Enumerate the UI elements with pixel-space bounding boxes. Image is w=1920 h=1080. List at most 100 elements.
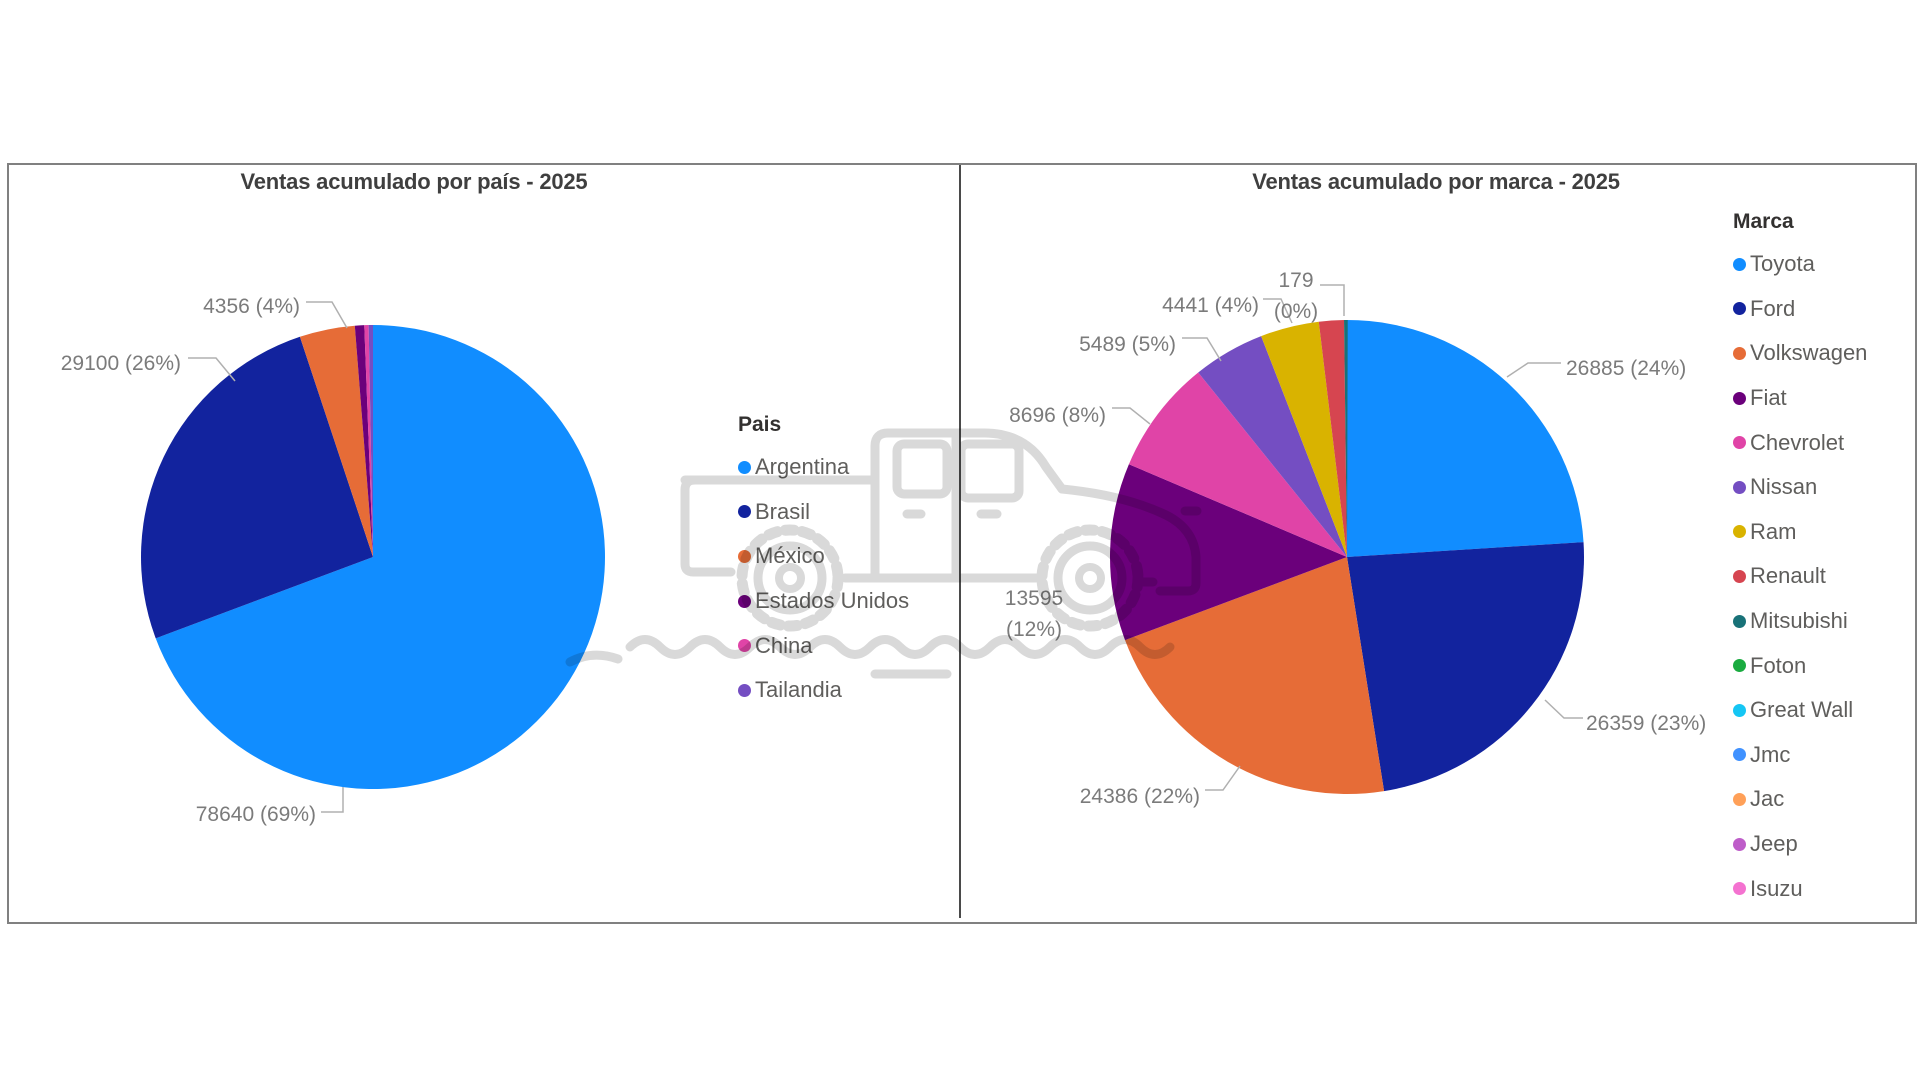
legend-swatch-icon — [1733, 837, 1746, 851]
legend-item-china[interactable]: China — [738, 623, 909, 668]
chart-title-pais: Ventas acumulado por país - 2025 — [240, 169, 588, 194]
legend-item-jac[interactable]: Jac — [1733, 777, 1867, 822]
legend-item-mitsubishi[interactable]: Mitsubishi — [1733, 599, 1867, 644]
legend-label: Volkswagen — [1750, 340, 1868, 366]
legend-item-jeep[interactable]: Jeep — [1733, 822, 1867, 867]
legend-item-chevrolet[interactable]: Chevrolet — [1733, 420, 1867, 465]
legend-item-tailandia[interactable]: Tailandia — [738, 668, 909, 713]
pie-slice-volkswagen[interactable] — [1125, 557, 1385, 794]
legend-label: Fiat — [1750, 385, 1787, 411]
legend-label: Great Wall — [1750, 697, 1854, 723]
legend-label: Ram — [1750, 518, 1797, 544]
data-label-chevrolet: 8696 (8%) — [1009, 404, 1106, 427]
legend-label: Brasil — [755, 498, 811, 524]
legend-swatch-icon — [1733, 525, 1746, 539]
legend-swatch-icon — [738, 683, 751, 697]
legend-label: Argentina — [755, 454, 850, 480]
data-label-nissan: 5489 (5%) — [1079, 333, 1176, 356]
data-label-fiat-value: 13595 — [1004, 587, 1064, 610]
legend-items-marca: Toyota Ford Volkswagen Fiat Chevrolet Nissan R… — [1733, 242, 1867, 911]
legend-swatch-icon — [1733, 882, 1746, 896]
legend-label: México — [755, 543, 825, 569]
data-label-mexico: 4356 (4%) — [203, 295, 300, 318]
pie-slice-mitsubishi[interactable] — [1344, 319, 1348, 557]
legend-item-argentina[interactable]: Argentina — [738, 445, 909, 490]
legend-item-volkswagen[interactable]: Volkswagen — [1733, 331, 1867, 376]
legend-item-great-wall[interactable]: Great Wall — [1733, 688, 1867, 733]
legend-label: Toyota — [1750, 251, 1815, 277]
pie-slice-ram[interactable] — [1261, 321, 1347, 557]
data-label-fiat: 13595 (12%) — [974, 583, 1094, 645]
legend-item-jmc[interactable]: Jmc — [1733, 733, 1867, 778]
legend-swatch-icon — [1733, 346, 1746, 360]
legend-item-toyota[interactable]: Toyota — [1733, 242, 1867, 287]
pie-slice-toyota[interactable] — [1347, 320, 1584, 557]
pie-slice-estados-unidos[interactable] — [354, 325, 373, 557]
legend-swatch-icon — [1733, 703, 1746, 717]
legend-swatch-icon — [1733, 792, 1746, 806]
chart-panel-pais: Ventas acumulado por país - 2025 4356 (4… — [9, 165, 959, 918]
legend-swatch-icon — [1733, 391, 1746, 405]
data-label-mitsubishi-value: 179 — [1278, 269, 1314, 292]
pie-slice-renault[interactable] — [1318, 320, 1347, 557]
legend-label: Estados Unidos — [755, 588, 910, 614]
legend-swatch-icon — [738, 594, 751, 608]
legend-label: Jeep — [1750, 831, 1798, 857]
legend-swatch-icon — [738, 549, 751, 563]
legend-swatch-icon — [1733, 569, 1746, 583]
legend-label: Tailandia — [755, 677, 842, 703]
pie-chart-pais — [141, 325, 606, 789]
legend-swatch-icon — [1733, 480, 1746, 494]
legend-item-méxico[interactable]: México — [738, 534, 909, 579]
legend-label: Isuzu — [1750, 875, 1803, 901]
pie-slice-brasil[interactable] — [141, 336, 373, 639]
legend-title-marca: Marca — [1733, 210, 1794, 233]
data-label-fiat-percent: (12%) — [1005, 618, 1063, 641]
legend-swatch-icon — [1733, 614, 1746, 628]
legend-label: Renault — [1750, 563, 1826, 589]
legend-swatch-icon — [738, 505, 751, 519]
legend-label: Foton — [1750, 652, 1807, 678]
data-label-argentina: 78640 (69%) — [195, 803, 316, 826]
pie-slice-tailandia[interactable] — [368, 325, 373, 557]
legend-label: Ford — [1750, 295, 1796, 321]
report-canvas: Ventas acumulado por país - 2025 4356 (4… — [7, 163, 1917, 924]
legend-item-ford[interactable]: Ford — [1733, 287, 1867, 332]
legend-item-renault[interactable]: Renault — [1733, 554, 1867, 599]
legend-items-pais: Argentina Brasil México Estados Unidos China… — [738, 445, 909, 713]
legend-label: China — [755, 632, 813, 658]
legend-swatch-icon — [1733, 257, 1746, 271]
pie-slice-china[interactable] — [364, 325, 373, 557]
pie-slice-argentina[interactable] — [155, 325, 606, 789]
pie-slice-chevrolet[interactable] — [1128, 372, 1347, 558]
legend-pais: Pais Argentina Brasil México Estados Unidos… — [738, 413, 909, 713]
legend-item-isuzu[interactable]: Isuzu — [1733, 866, 1867, 911]
legend-swatch-icon — [738, 460, 751, 474]
legend-marca: Marca Toyota Ford Volkswagen Fiat Chevrolet N… — [1733, 210, 1867, 911]
data-label-ford: 26359 (23%) — [1586, 712, 1707, 735]
legend-item-ram[interactable]: Ram — [1733, 510, 1867, 555]
legend-label: Chevrolet — [1750, 429, 1845, 455]
legend-swatch-icon — [1733, 302, 1746, 316]
chart-panel-marca: Ventas acumulado por marca - 2025 26885 … — [959, 165, 1915, 918]
legend-item-fiat[interactable]: Fiat — [1733, 376, 1867, 421]
data-label-mitsubishi: 179 (0%) — [1246, 265, 1346, 327]
legend-item-estados-unidos[interactable]: Estados Unidos — [738, 579, 909, 624]
legend-label: Nissan — [1750, 474, 1818, 500]
pie-slice-méxico[interactable] — [299, 325, 373, 557]
legend-swatch-icon — [738, 639, 751, 653]
data-label-brasil: 29100 (26%) — [60, 352, 181, 375]
legend-swatch-icon — [1733, 436, 1746, 450]
legend-swatch-icon — [1733, 659, 1746, 673]
pie-slice-ford[interactable] — [1347, 542, 1584, 792]
data-label-mitsubishi-percent: (0%) — [1273, 300, 1319, 323]
chart-title-marca: Ventas acumulado por marca - 2025 — [1252, 169, 1620, 194]
legend-item-nissan[interactable]: Nissan — [1733, 465, 1867, 510]
legend-label: Jmc — [1750, 741, 1791, 767]
data-label-toyota: 26885 (24%) — [1566, 357, 1687, 380]
pie-slice-nissan[interactable] — [1198, 336, 1347, 557]
data-label-volkswagen: 24386 (22%) — [1079, 785, 1200, 808]
legend-title-pais: Pais — [738, 413, 782, 436]
legend-item-foton[interactable]: Foton — [1733, 643, 1867, 688]
legend-item-brasil[interactable]: Brasil — [738, 490, 909, 535]
